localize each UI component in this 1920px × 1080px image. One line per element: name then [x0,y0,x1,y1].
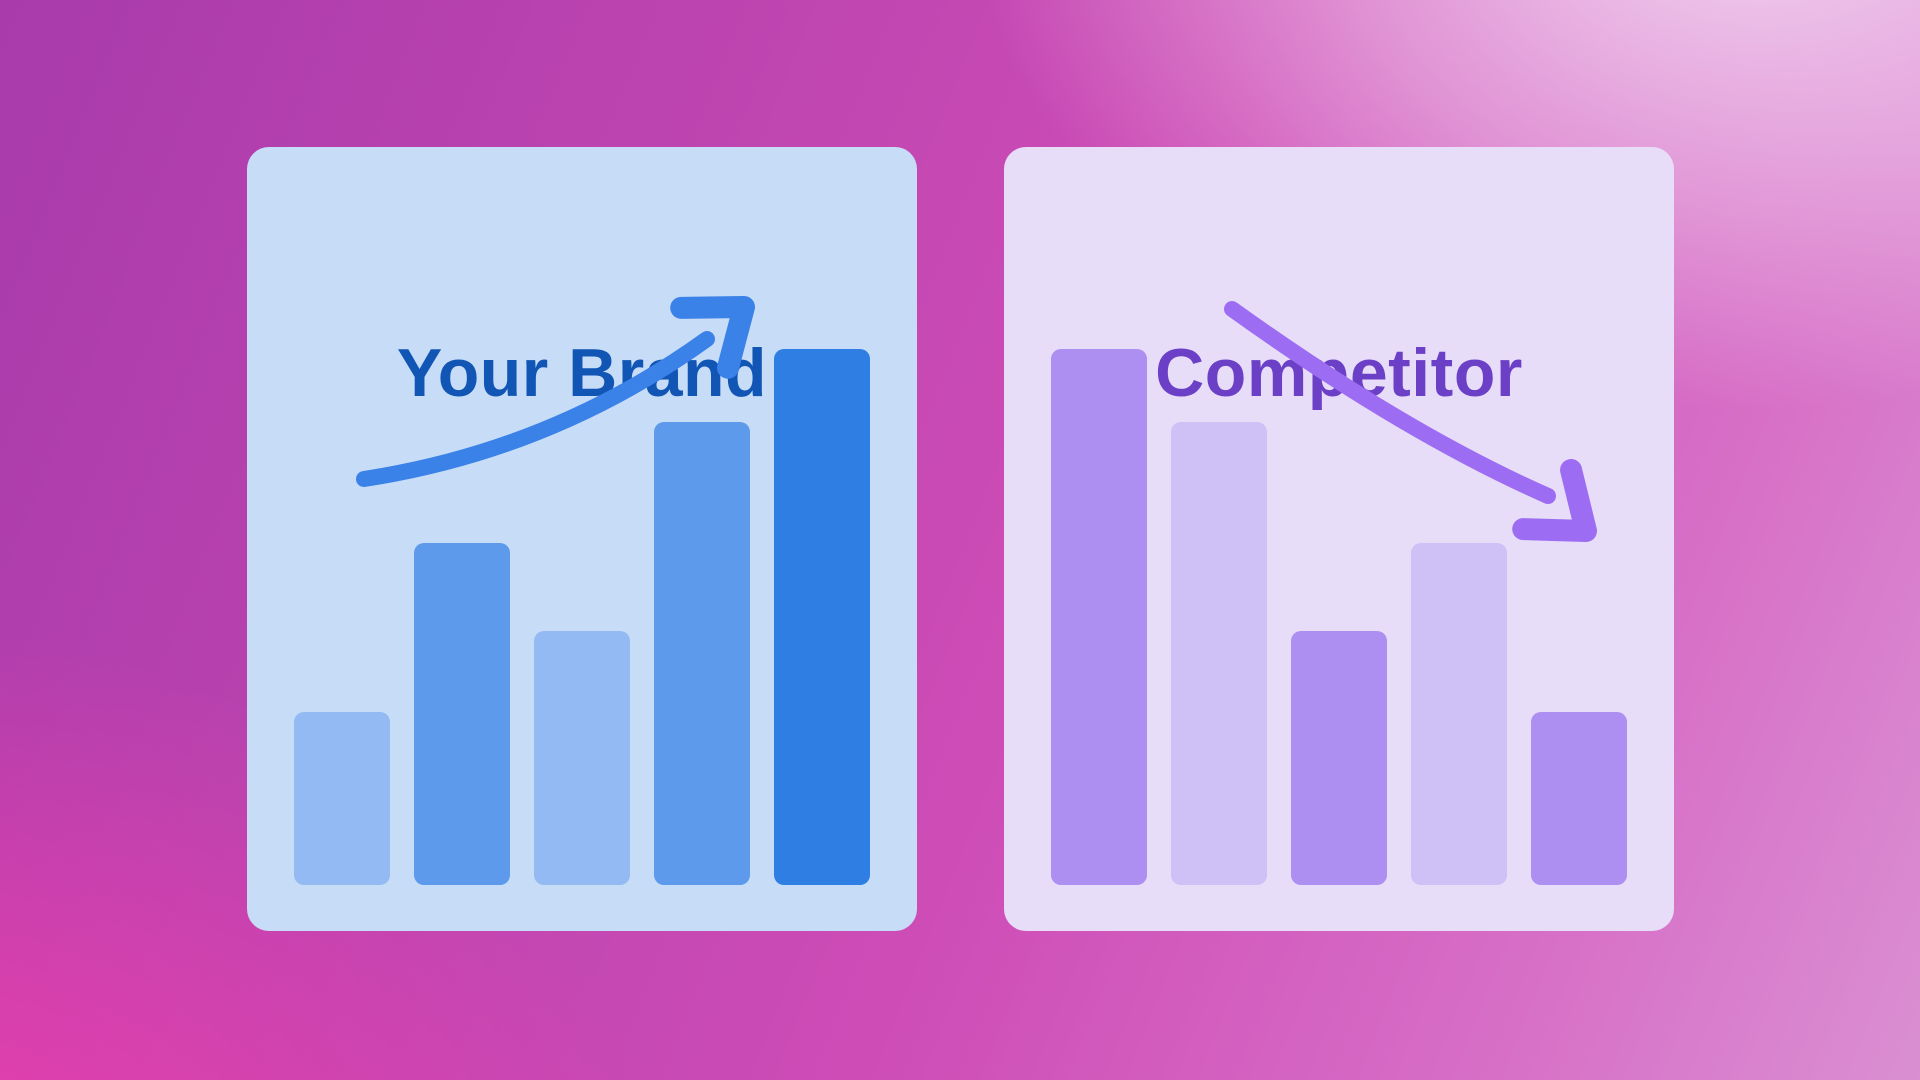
competitor-bar-chart [1004,349,1674,885]
your-brand-bar-chart [247,349,917,885]
your-brand-bar-1 [294,712,390,885]
competitor-bar-1 [1051,349,1147,885]
competitor-bar-4 [1411,543,1507,885]
your-brand-bar-3 [534,631,630,885]
your-brand-bar-2 [414,543,510,885]
competitor-bar-3 [1291,631,1387,885]
competitor-bar-2 [1171,422,1267,885]
your-brand-bar-5 [774,349,870,885]
competitor-card: Competitor [1004,147,1674,931]
your-brand-bar-4 [654,422,750,885]
your-brand-card: Your Brand [247,147,917,931]
competitor-bar-5 [1531,712,1627,885]
